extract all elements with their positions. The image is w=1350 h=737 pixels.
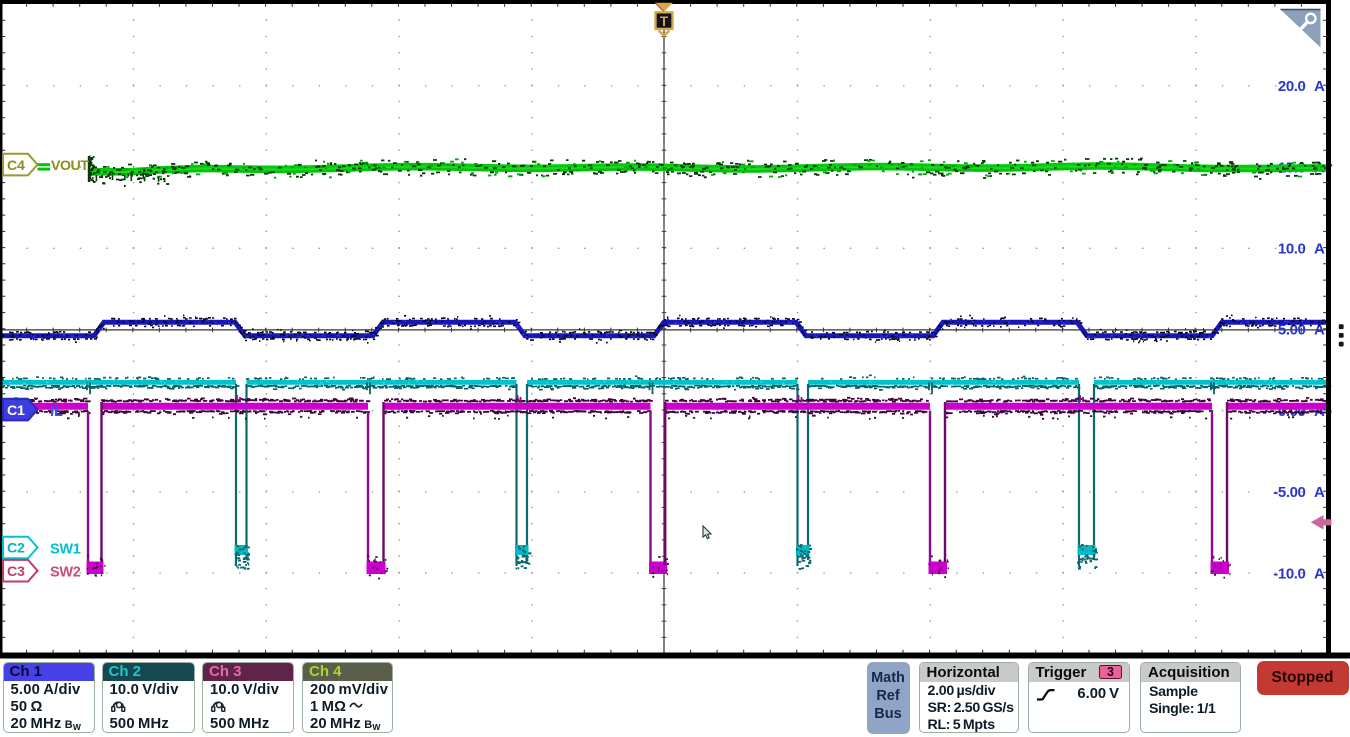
svg-text:SW2: SW2 [50,565,81,581]
svg-text:10.0: 10.0 [1278,241,1306,258]
svg-text:-5.00: -5.00 [1273,484,1305,501]
svg-text:A: A [1314,241,1325,258]
svg-text:5.00: 5.00 [1278,322,1306,339]
svg-text:T: T [660,14,669,29]
svg-text:20.0: 20.0 [1278,78,1306,95]
svg-text:A: A [1314,484,1325,501]
svg-text:IL: IL [50,404,63,420]
svg-text:A: A [1314,78,1325,95]
svg-text:A: A [1314,565,1325,582]
svg-text:-10.0: -10.0 [1273,565,1305,582]
svg-text:SW1: SW1 [50,541,81,557]
svg-text:C3: C3 [7,564,25,580]
svg-text:C2: C2 [7,541,25,557]
svg-text:C1: C1 [7,403,25,419]
svg-text:VOUT: VOUT [51,158,89,174]
svg-text:A: A [1314,322,1325,339]
svg-text:C4: C4 [7,158,25,174]
